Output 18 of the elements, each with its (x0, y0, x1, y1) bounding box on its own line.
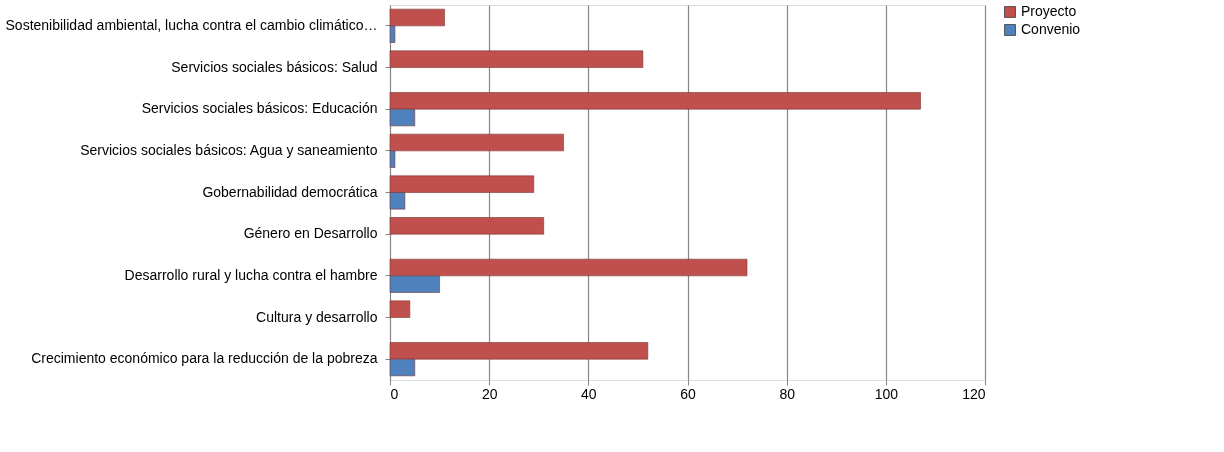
y-tick-label: Servicios sociales básicos: Agua y saneamiento (80, 141, 378, 158)
y-tick-label: Género en Desarrollo (243, 225, 378, 242)
legend-label: Proyecto (1021, 3, 1077, 19)
x-tick-label: 0 (390, 385, 399, 402)
y-tick-label: Desarrollo rural y lucha contra el hambre (124, 266, 378, 283)
y-tick-label: Servicios sociales básicos: Educación (141, 100, 378, 117)
y-tick-label: Crecimiento económico para la reducción de la pobreza (31, 350, 378, 367)
y-tick-label: Cultura y desarrollo (256, 308, 378, 325)
x-tick-label: 120 (962, 385, 986, 402)
y-tick-label: Servicios sociales básicos: Salud (171, 58, 378, 75)
y-tick-label: Sostenibilidad ambiental, lucha contra el cambio climático… (5, 16, 378, 33)
x-tick-label: 80 (779, 385, 796, 402)
legend-label: Convenio (1021, 21, 1081, 37)
x-tick-label: 20 (481, 385, 498, 402)
x-tick-label: 40 (581, 385, 597, 402)
x-tick-label: 60 (680, 385, 696, 402)
y-tick-label: Gobernabilidad democrática (202, 183, 378, 200)
x-tick-label: 100 (874, 385, 899, 402)
